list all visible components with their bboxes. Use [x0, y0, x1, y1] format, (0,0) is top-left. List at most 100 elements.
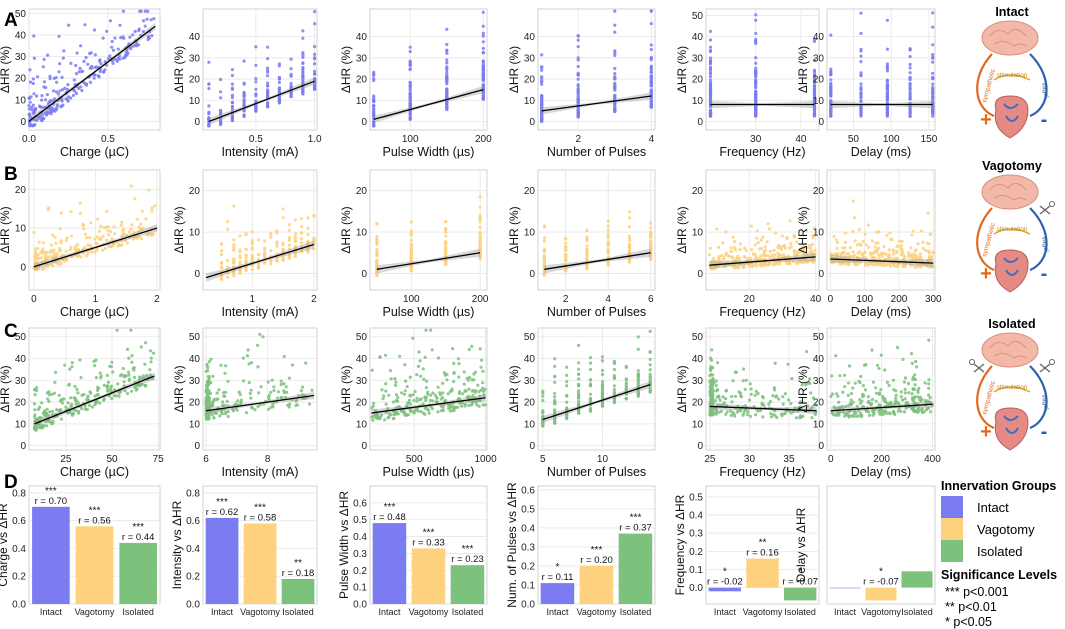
data-point — [649, 104, 653, 108]
data-point — [731, 256, 735, 260]
data-point — [242, 82, 246, 86]
data-point — [899, 247, 903, 251]
data-point — [301, 29, 305, 33]
data-point — [118, 23, 122, 27]
data-point — [846, 381, 851, 385]
data-point — [714, 379, 718, 383]
data-point — [813, 233, 818, 237]
data-point — [67, 382, 71, 386]
x-tick-label: 40 — [810, 294, 822, 305]
data-point — [754, 41, 758, 46]
data-point — [627, 216, 632, 220]
data-point — [93, 237, 97, 241]
data-point — [277, 90, 281, 94]
data-point — [80, 393, 84, 397]
data-point — [33, 415, 37, 419]
data-point — [71, 93, 75, 98]
data-point — [832, 234, 836, 239]
data-point — [846, 393, 850, 397]
data-point — [46, 263, 50, 267]
data-point — [50, 106, 54, 110]
data-point — [289, 81, 293, 86]
data-point — [379, 413, 384, 418]
data-point — [74, 63, 78, 68]
data-point — [542, 248, 547, 253]
data-point — [754, 31, 758, 35]
data-point — [747, 263, 751, 267]
data-point — [481, 76, 485, 80]
data-point — [46, 53, 50, 57]
data-point — [553, 357, 557, 361]
y-tick-label: 0 — [194, 269, 200, 280]
data-point — [708, 29, 713, 33]
data-point — [125, 233, 129, 237]
data-point — [277, 87, 281, 91]
y-tick-label: 0 — [361, 441, 367, 452]
data-point — [709, 372, 713, 377]
data-point — [45, 407, 49, 411]
y-tick-label: 20 — [15, 185, 27, 196]
data-point — [58, 62, 62, 66]
data-point — [441, 391, 445, 395]
data-point — [269, 259, 273, 263]
data-point — [477, 404, 481, 408]
data-point — [830, 374, 834, 378]
data-point — [708, 45, 713, 49]
data-point — [219, 252, 224, 257]
y-tick-label: 40 — [524, 32, 536, 43]
data-point — [802, 244, 806, 248]
data-point — [84, 55, 88, 60]
data-point — [445, 49, 449, 53]
data-point — [541, 394, 545, 398]
y-tick-label: 10 — [813, 419, 825, 430]
y-tick-label: 30 — [356, 376, 368, 387]
data-point — [923, 381, 927, 385]
data-point — [627, 259, 632, 263]
data-point — [275, 229, 279, 233]
data-point — [219, 77, 223, 82]
x-tick-label: 10 — [597, 454, 609, 465]
data-point — [67, 23, 71, 27]
data-point — [97, 229, 102, 233]
data-point — [238, 254, 242, 258]
data-point — [859, 54, 863, 58]
data-point — [792, 249, 796, 253]
data-point — [205, 389, 209, 393]
data-point — [724, 230, 728, 234]
data-point — [147, 188, 151, 192]
data-point — [224, 364, 228, 368]
data-point — [804, 259, 809, 263]
data-point — [254, 45, 258, 49]
data-point — [834, 354, 838, 358]
x-tick-label: 75 — [153, 454, 165, 465]
data-point — [753, 257, 758, 261]
data-point — [857, 228, 862, 232]
data-point — [891, 248, 895, 252]
data-point — [402, 411, 406, 415]
data-point — [901, 357, 905, 361]
data-point — [754, 78, 758, 82]
data-point — [755, 229, 759, 233]
data-point — [31, 81, 35, 86]
data-point — [859, 374, 863, 379]
data-point — [68, 367, 72, 371]
data-point — [627, 236, 632, 240]
data-point — [226, 404, 230, 408]
chart-d-3: 0.00.10.20.30.40.50.6r = 0.48***Intactr … — [337, 485, 488, 617]
data-point — [66, 401, 70, 405]
data-point — [577, 411, 581, 415]
data-point — [247, 362, 251, 366]
data-point — [129, 184, 133, 188]
data-point — [408, 93, 412, 97]
data-point — [576, 87, 580, 91]
data-point — [107, 394, 111, 398]
data-point — [769, 411, 773, 416]
data-point — [226, 271, 230, 275]
data-point — [261, 335, 265, 339]
data-point — [131, 237, 135, 241]
data-point — [772, 248, 776, 252]
data-point — [648, 375, 652, 379]
data-point — [927, 338, 931, 342]
data-point — [244, 411, 249, 415]
data-point — [894, 389, 898, 393]
